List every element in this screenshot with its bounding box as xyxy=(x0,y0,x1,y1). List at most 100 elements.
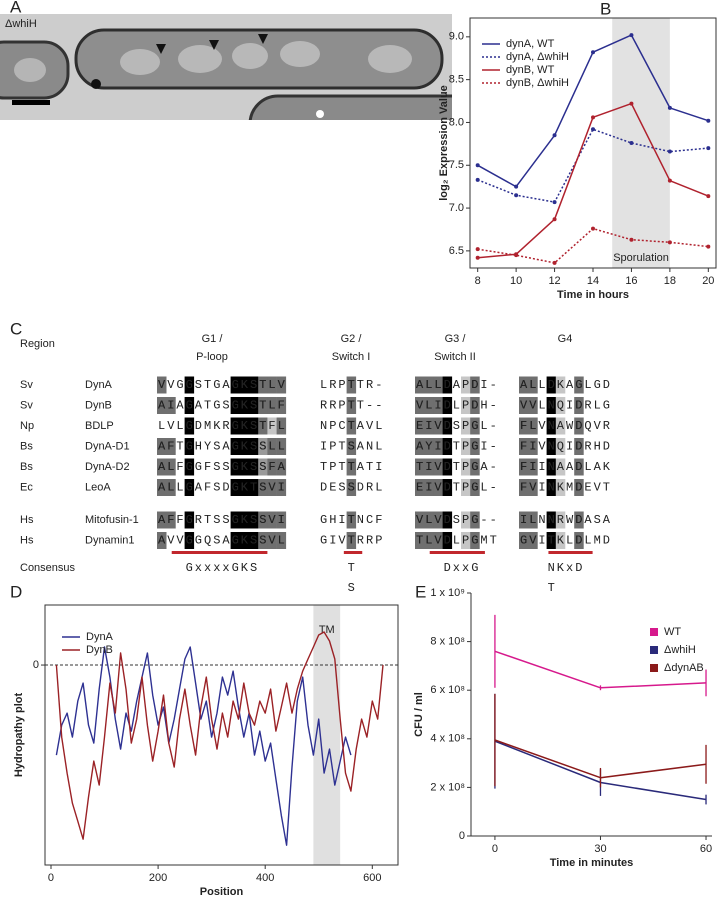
protein: DynB xyxy=(85,399,112,411)
residue-shade xyxy=(461,532,471,549)
data-point xyxy=(667,149,672,154)
residue-shade xyxy=(346,397,357,414)
species: Bs xyxy=(20,440,33,452)
x-tick-label: 14 xyxy=(587,275,599,287)
x-tick-label: 8 xyxy=(475,275,481,287)
residue-shade xyxy=(267,511,277,529)
residue-shade xyxy=(433,479,443,496)
residue-shade xyxy=(461,417,471,435)
residue-shade xyxy=(424,511,434,529)
residue-shade xyxy=(461,397,471,414)
residue-shade xyxy=(346,376,357,394)
residue-shade xyxy=(574,397,584,414)
legend-swatch xyxy=(650,664,658,672)
protein: LeoA xyxy=(85,481,111,493)
micrograph: ΔwhiH xyxy=(0,14,452,120)
consensus-motif: S xyxy=(348,581,355,595)
residue-shade xyxy=(184,438,195,455)
legend-label: WT xyxy=(664,626,681,638)
residue-shade xyxy=(433,397,443,414)
residue-shade xyxy=(546,532,557,549)
residue-shade xyxy=(230,397,241,414)
residue-shade xyxy=(249,479,259,496)
data-point xyxy=(629,237,634,242)
residues-highlight: RRPTT-- xyxy=(320,399,382,413)
panel-label: C xyxy=(10,319,22,338)
residues: VLIDLPDH- xyxy=(416,399,497,413)
data-point xyxy=(552,260,557,265)
residue-shade xyxy=(267,479,277,496)
consensus-motif: T xyxy=(348,561,355,575)
residue-shade xyxy=(415,479,425,496)
residue-shade xyxy=(415,417,425,435)
residue-shade xyxy=(415,458,425,476)
residue-shade xyxy=(239,397,250,414)
residue-shade xyxy=(346,438,357,455)
legend-label: dynB, WT xyxy=(506,64,555,76)
residue-shade xyxy=(157,511,167,529)
residue-shade xyxy=(415,376,425,394)
residue-shade xyxy=(184,458,195,476)
residue-shade xyxy=(267,438,277,455)
residue-shade xyxy=(528,511,538,529)
residue-shade xyxy=(239,511,250,529)
x-tick-label: 60 xyxy=(700,843,712,855)
species: Sv xyxy=(20,379,33,391)
residue-shade xyxy=(276,479,287,496)
protein: DynA xyxy=(85,379,113,391)
residues: TLVDLPGMT xyxy=(416,534,497,548)
region-name: Switch I xyxy=(332,351,371,363)
residue-shade xyxy=(258,511,268,529)
residue-shade xyxy=(230,532,241,549)
residue-shade xyxy=(258,417,268,435)
residue-shade xyxy=(239,417,250,435)
residue-shade xyxy=(424,438,434,455)
motif-bar xyxy=(343,551,363,554)
residue-shade xyxy=(442,458,453,476)
residue-shade xyxy=(415,532,425,549)
residue-shade xyxy=(433,458,443,476)
consensus-motif: DxxG xyxy=(444,561,479,575)
residue-shade xyxy=(442,532,453,549)
residues: VVGGSTGAGKSTLV xyxy=(158,378,286,392)
residue-shade xyxy=(519,532,529,549)
residue-shade xyxy=(184,397,195,414)
residue-shade xyxy=(519,479,529,496)
x-tick-label: 16 xyxy=(625,275,637,287)
residue-shade xyxy=(258,397,268,414)
residue-shade xyxy=(433,438,443,455)
residue-shade xyxy=(574,458,584,476)
residue-shade xyxy=(555,511,566,529)
consensus-motif: NKxD xyxy=(548,561,583,575)
legend-swatch xyxy=(650,646,658,654)
residue-shade xyxy=(249,417,259,435)
residue-shade xyxy=(230,438,241,455)
residue-shade xyxy=(258,479,268,496)
residues: IPTSANL xyxy=(320,440,382,454)
residue-shade xyxy=(415,438,425,455)
x-tick-label: 400 xyxy=(256,872,274,884)
data-point xyxy=(629,33,634,38)
residue-shade xyxy=(555,417,566,435)
residue-shade xyxy=(461,479,471,496)
residue-shade xyxy=(574,376,584,394)
region-name: G1 / xyxy=(202,333,224,345)
y-tick-label: 8.5 xyxy=(449,74,464,86)
residue-shade xyxy=(546,458,557,476)
arrowhead xyxy=(258,34,268,44)
residues: ILNNRWDASA xyxy=(520,513,611,527)
y-tick-label: 7.5 xyxy=(449,159,464,171)
residue-shade xyxy=(442,397,453,414)
residue-shade xyxy=(528,532,538,549)
residues: TPTTATI xyxy=(320,460,382,474)
residues: ALLDAPDI- xyxy=(416,378,497,392)
residue-shade xyxy=(239,438,250,455)
y-tick-label: 0 xyxy=(459,830,465,842)
region-name: P-loop xyxy=(196,351,228,363)
residues: ALFGGFSSGKSSFA xyxy=(158,460,286,474)
residue-shade xyxy=(555,458,566,476)
residue-shade xyxy=(546,376,557,394)
residue-shade xyxy=(258,532,268,549)
residues: LRPTTR- xyxy=(320,378,382,392)
residue-shade xyxy=(249,532,259,549)
